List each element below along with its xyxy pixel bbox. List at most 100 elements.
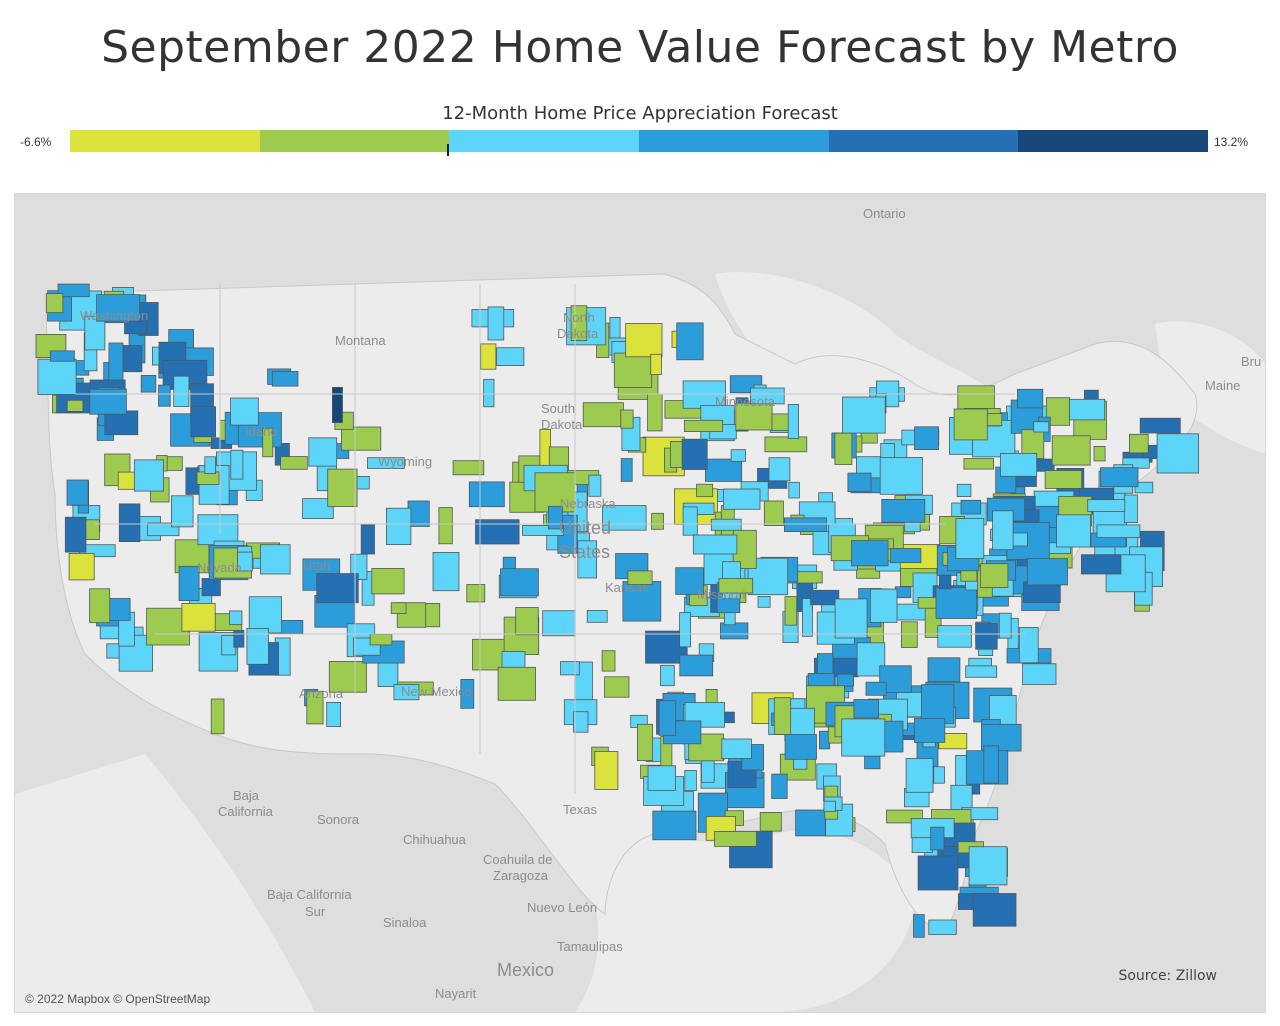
metro-region[interactable] (784, 596, 798, 626)
metro-region[interactable] (46, 293, 64, 314)
metro-region[interactable] (369, 633, 393, 646)
metro-region[interactable] (201, 578, 221, 597)
metro-region[interactable] (764, 436, 808, 453)
metro-region[interactable] (763, 500, 784, 527)
metro-region[interactable] (784, 734, 817, 760)
metro-region[interactable] (836, 673, 855, 687)
metro-region[interactable] (393, 684, 420, 701)
metro-region[interactable] (210, 698, 225, 735)
metro-region[interactable] (522, 524, 564, 536)
metro-region[interactable] (1033, 421, 1050, 433)
metro-region[interactable] (316, 573, 359, 604)
metro-region[interactable] (834, 432, 853, 465)
metro-region[interactable] (679, 654, 714, 677)
metro-region[interactable] (842, 396, 886, 434)
metro-map[interactable]: Ontario Washington Montana North Dakota … (14, 193, 1266, 1013)
metro-region[interactable] (841, 718, 886, 757)
metro-region[interactable] (1017, 388, 1044, 409)
metro-region[interactable] (229, 610, 243, 625)
metro-region[interactable] (660, 664, 675, 687)
metro-region[interactable] (248, 596, 282, 634)
metro-region[interactable] (432, 551, 460, 592)
metro-region[interactable] (696, 483, 714, 498)
metro-region[interactable] (331, 386, 343, 423)
metro-region[interactable] (237, 551, 253, 572)
metro-region[interactable] (928, 919, 957, 935)
metro-region[interactable] (681, 438, 708, 470)
metro-region[interactable] (1156, 433, 1199, 474)
metro-region[interactable] (953, 408, 988, 441)
metro-region[interactable] (652, 810, 697, 841)
metro-region[interactable] (637, 723, 654, 761)
metro-region[interactable] (676, 322, 704, 361)
metro-region[interactable] (1044, 470, 1083, 489)
metro-region[interactable] (89, 588, 111, 624)
metro-region[interactable] (66, 479, 89, 506)
metro-region[interactable] (204, 456, 217, 474)
metro-region[interactable] (49, 350, 75, 362)
metro-region[interactable] (1069, 398, 1106, 421)
metro-region[interactable] (750, 387, 785, 405)
metro-region[interactable] (802, 598, 813, 637)
metro-region[interactable] (37, 358, 77, 395)
metro-region[interactable] (787, 404, 800, 439)
metro-region[interactable] (96, 294, 141, 322)
metro-region[interactable] (714, 831, 757, 847)
metro-region[interactable] (692, 534, 738, 555)
metro-region[interactable] (460, 678, 475, 709)
metro-region[interactable] (968, 846, 1008, 886)
metro-region[interactable] (937, 625, 972, 648)
metro-region[interactable] (773, 697, 792, 735)
metro-region[interactable] (768, 457, 791, 482)
metro-region[interactable] (771, 773, 788, 799)
metro-region[interactable] (981, 723, 1022, 752)
metro-region[interactable] (326, 701, 342, 727)
metro-region[interactable] (1123, 494, 1138, 524)
metro-region[interactable] (759, 812, 782, 832)
metro-region[interactable] (975, 623, 998, 650)
metro-region[interactable] (1096, 524, 1141, 538)
metro-region[interactable] (487, 306, 505, 341)
metro-region[interactable] (586, 609, 608, 623)
metro-region[interactable] (622, 581, 662, 622)
metro-region[interactable] (938, 574, 952, 590)
metro-region[interactable] (438, 507, 453, 545)
metro-region[interactable] (627, 570, 653, 585)
metro-region[interactable] (795, 809, 826, 837)
metro-region[interactable] (823, 800, 837, 813)
metro-region[interactable] (178, 565, 200, 601)
metro-region[interactable] (650, 353, 662, 375)
metro-region[interactable] (452, 460, 485, 476)
metro-region[interactable] (360, 524, 375, 555)
map-canvas[interactable]: Ontario Washington Montana North Dakota … (15, 194, 1265, 1012)
metro-region[interactable] (66, 399, 84, 412)
metro-region[interactable] (390, 602, 407, 614)
metro-region[interactable] (560, 661, 580, 676)
metro-region[interactable] (807, 672, 835, 688)
metro-region[interactable] (604, 676, 630, 698)
metro-region[interactable] (921, 684, 955, 724)
metro-region[interactable] (980, 563, 1009, 589)
metro-region[interactable] (894, 586, 912, 599)
metro-region[interactable] (133, 459, 164, 492)
metro-region[interactable] (788, 481, 800, 499)
metro-region[interactable] (1081, 554, 1122, 575)
metro-region[interactable] (647, 765, 677, 791)
metro-region[interactable] (613, 352, 653, 388)
metro-region[interactable] (588, 474, 602, 497)
metro-region[interactable] (594, 751, 619, 790)
metro-region[interactable] (190, 406, 216, 438)
metro-region[interactable] (328, 660, 367, 693)
metro-region[interactable] (89, 388, 127, 415)
metro-region[interactable] (684, 419, 724, 433)
metro-region[interactable] (1087, 499, 1126, 512)
metro-region[interactable] (1022, 663, 1057, 685)
metro-region[interactable] (730, 449, 746, 462)
metro-region[interactable] (577, 540, 597, 579)
metro-region[interactable] (679, 612, 691, 648)
metro-region[interactable] (259, 544, 291, 575)
metro-region[interactable] (684, 770, 697, 792)
metro-region[interactable] (124, 321, 148, 335)
metro-region[interactable] (85, 519, 100, 540)
metro-region[interactable] (658, 700, 677, 736)
